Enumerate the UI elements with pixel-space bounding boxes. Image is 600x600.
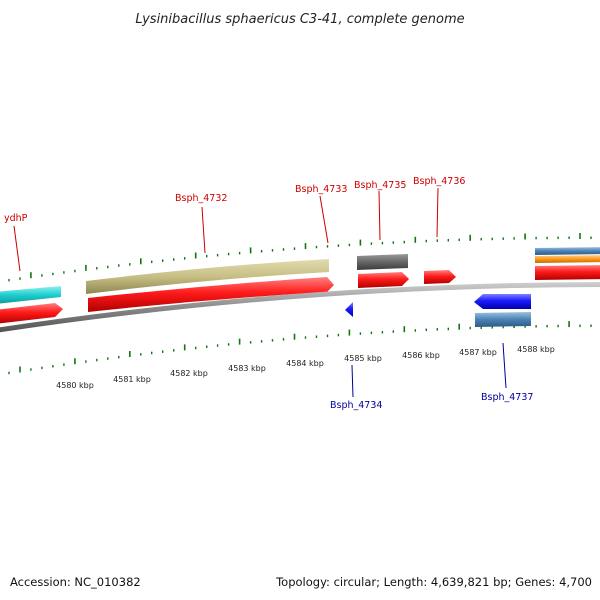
feature-bands — [0, 247, 600, 327]
scale-label: 4586 kbp — [402, 351, 440, 360]
feature-band-khaki[interactable] — [86, 259, 329, 294]
feature-band-steel-lower[interactable] — [475, 312, 531, 327]
gene-label-ydhP[interactable]: ydhP — [4, 213, 28, 224]
scale-label: 4581 kbp — [113, 375, 151, 384]
accession-text: Accession: NC_010382 — [10, 575, 141, 589]
map-title: Lysinibacillus sphaericus C3-41, complet… — [135, 12, 464, 27]
gene-label-Bsph-4736[interactable]: Bsph_4736 — [413, 176, 465, 187]
cds-Bsph-4732[interactable] — [88, 277, 334, 312]
feature-band-cyan[interactable] — [0, 286, 61, 304]
scale-label: 4580 kbp — [56, 381, 94, 390]
label-leaders — [13, 187, 507, 398]
topology-summary: Topology: circular; Length: 4,639,821 bp… — [275, 575, 592, 589]
gene-label-Bsph-4733[interactable]: Bsph_4733 — [295, 184, 347, 195]
leader-Bsph-4734 — [351, 364, 354, 398]
reverse-cds-track — [345, 294, 531, 317]
scale-label: 4584 kbp — [286, 359, 324, 368]
leader-Bsph-4732 — [201, 206, 206, 254]
feature-band-orange[interactable] — [535, 255, 600, 263]
cds-Bsph-4736[interactable] — [424, 270, 456, 284]
forward-cds-track — [0, 265, 600, 324]
leader-Bsph-4733 — [319, 195, 329, 244]
gene-labels: ydhP Bsph_4732 Bsph_4733 Bsph_4734 Bsph_… — [4, 176, 533, 411]
gene-label-Bsph-4734[interactable]: Bsph_4734 — [330, 400, 382, 411]
scale-label: 4583 kbp — [228, 364, 266, 373]
gene-label-Bsph-4737[interactable]: Bsph_4737 — [481, 392, 533, 403]
cds-Bsph-4734[interactable] — [345, 302, 353, 317]
leader-Bsph-4735 — [378, 190, 381, 241]
leader-Bsph-4736 — [436, 187, 439, 238]
leader-ydhP — [13, 225, 21, 272]
scale-label: 4582 kbp — [170, 369, 208, 378]
feature-band-gray[interactable] — [357, 254, 408, 270]
cds-Bsph-4737[interactable] — [474, 294, 531, 309]
cds-Bsph-4735[interactable] — [358, 272, 409, 288]
leader-Bsph-4737 — [502, 342, 507, 389]
scale-label: 4588 kbp — [517, 345, 555, 354]
gene-label-Bsph-4732[interactable]: Bsph_4732 — [175, 193, 227, 204]
feature-band-steel-top[interactable] — [535, 247, 600, 255]
outer-tick-ring — [8, 233, 592, 282]
genome-backbone — [0, 282, 600, 333]
cds-ydhP[interactable] — [0, 303, 63, 324]
cds-offscreen-right[interactable] — [535, 265, 600, 280]
scale-labels: 4580 kbp 4581 kbp 4582 kbp 4583 kbp 4584… — [56, 345, 555, 390]
scale-label: 4585 kbp — [344, 354, 382, 363]
scale-label: 4587 kbp — [459, 348, 497, 357]
gene-label-Bsph-4735[interactable]: Bsph_4735 — [354, 180, 406, 191]
